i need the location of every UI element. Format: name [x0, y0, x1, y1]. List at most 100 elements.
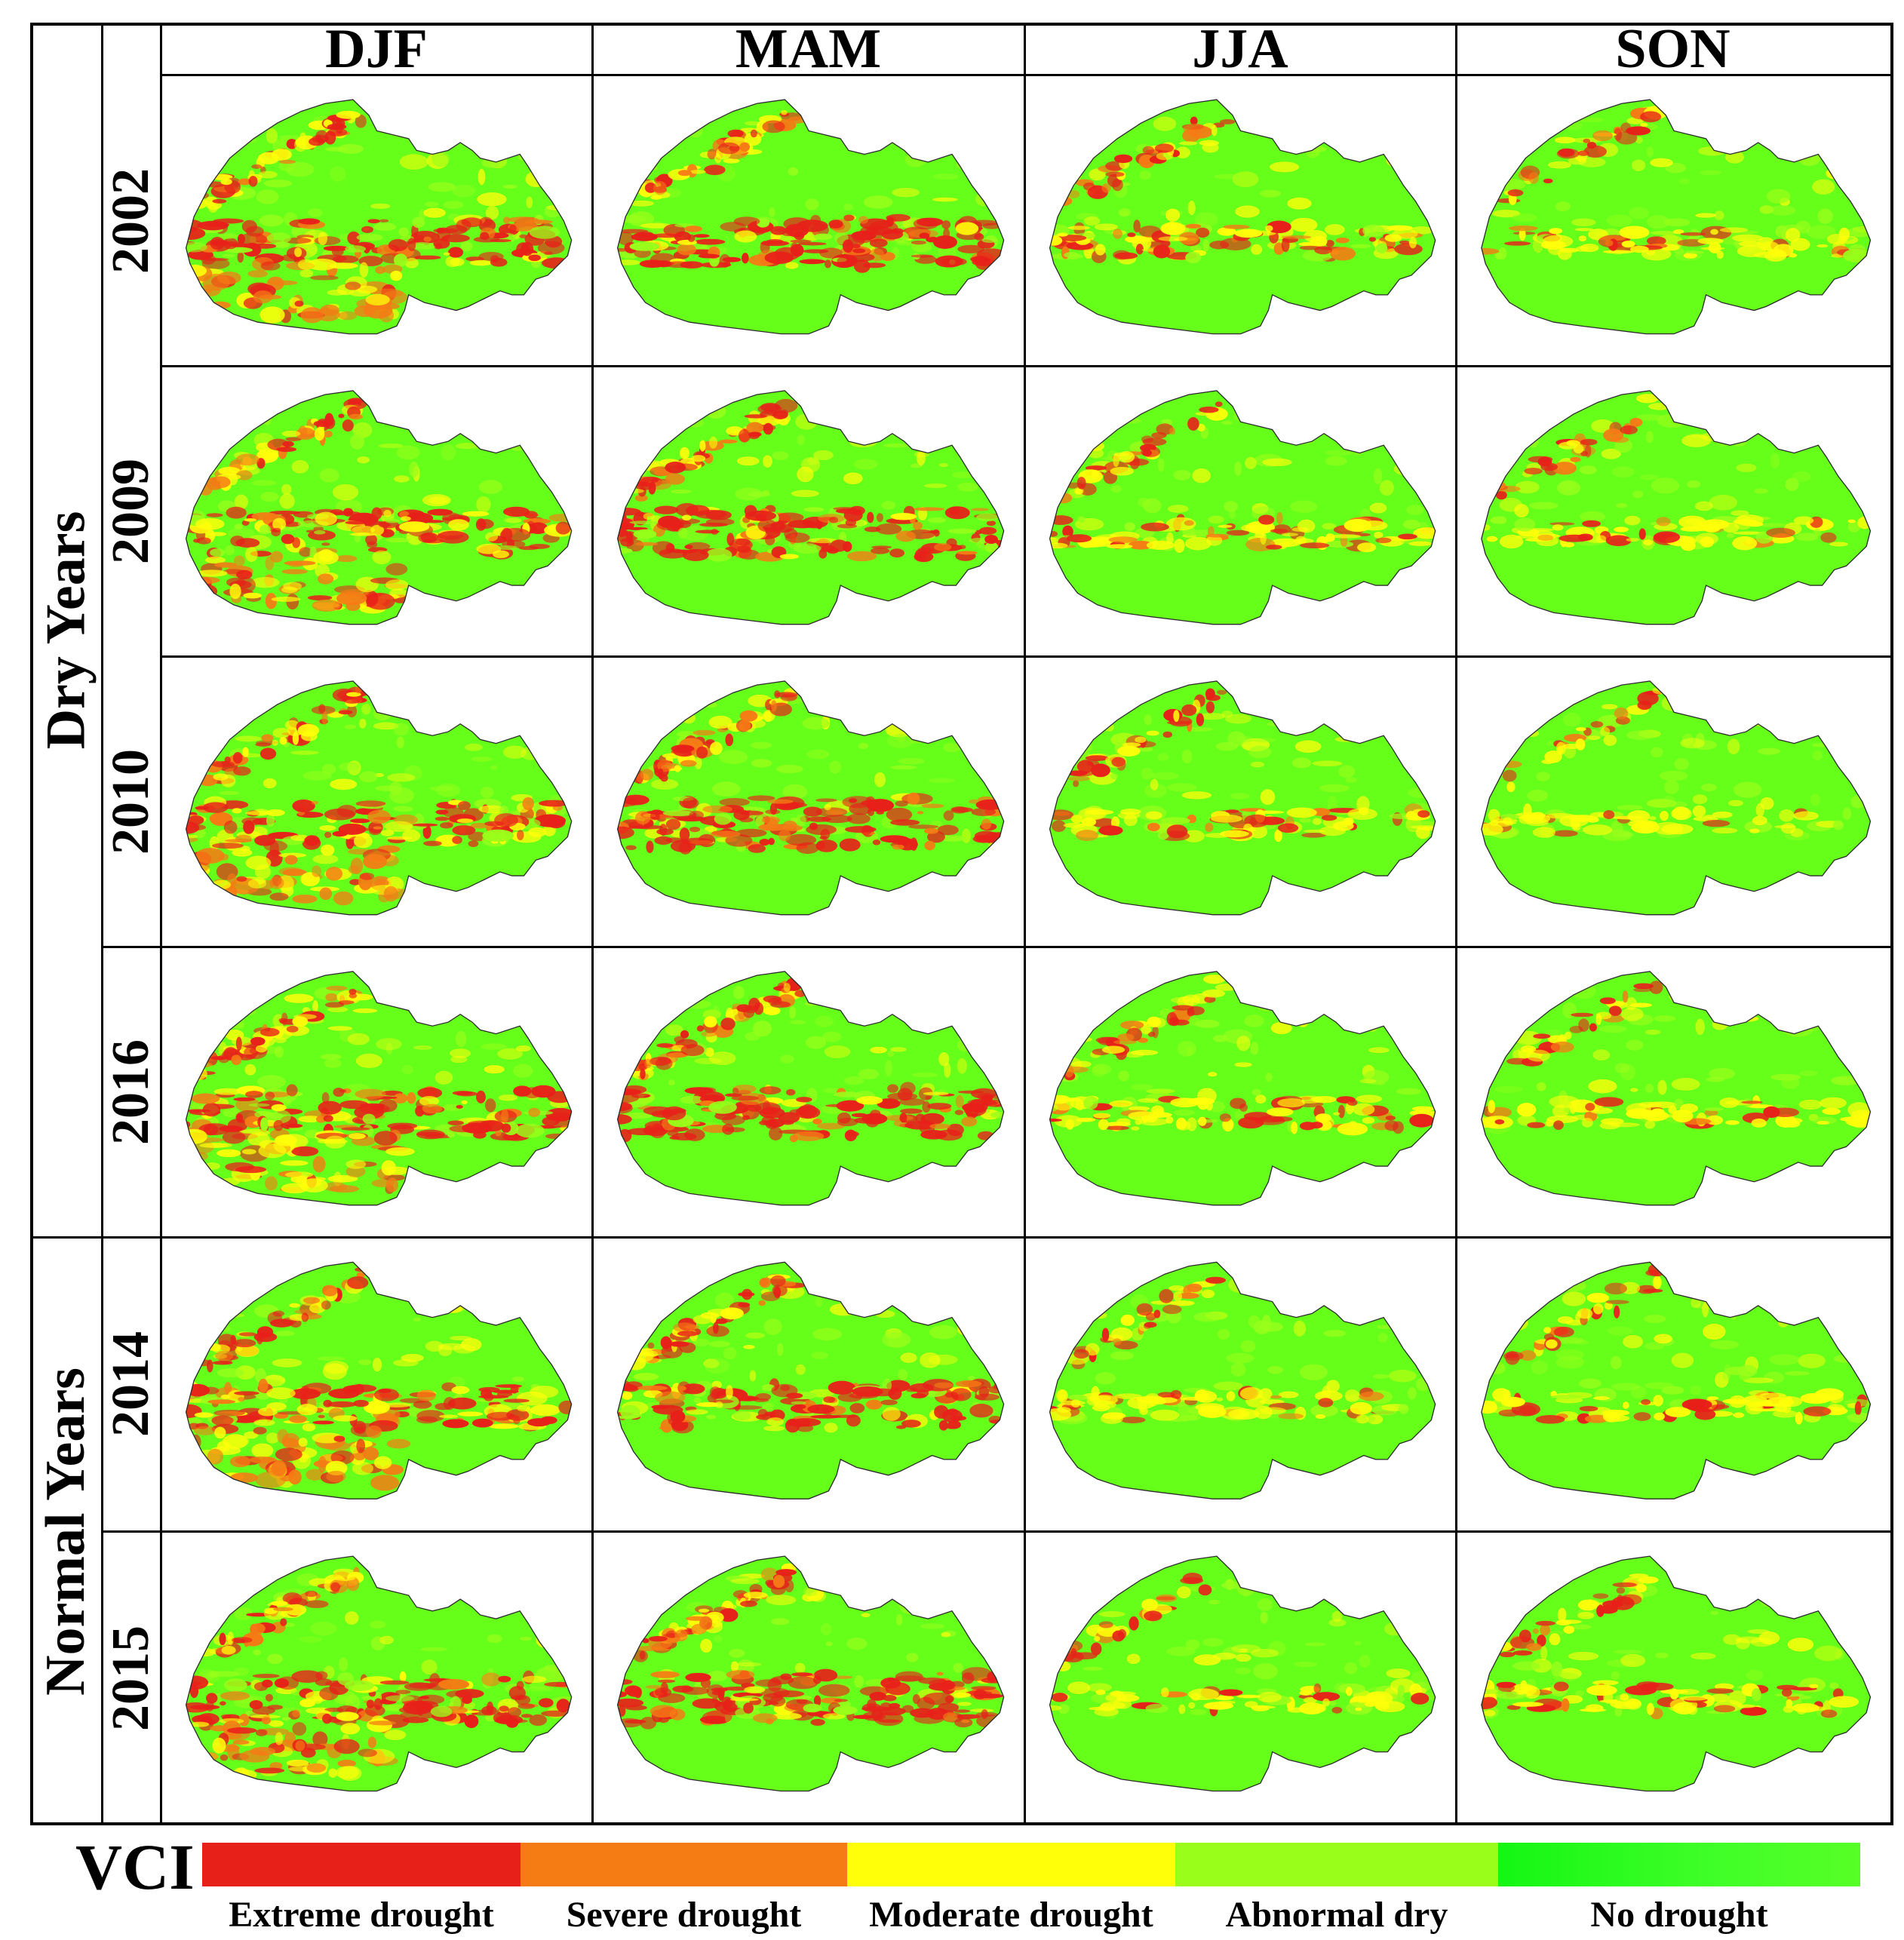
vci-map-2016-son — [1457, 948, 1890, 1236]
drought-patches — [1481, 1573, 1869, 1720]
season-header-mam: MAM — [735, 17, 882, 80]
vci-map-2009-mam — [594, 367, 1024, 655]
grid-line — [160, 74, 1893, 76]
year-label-2015: 2015 — [102, 1531, 161, 1825]
year-label-text: 2016 — [102, 1039, 160, 1145]
year-label-2010: 2010 — [102, 656, 161, 947]
grid-line — [160, 655, 1893, 658]
vci-map-2002-jja — [1026, 76, 1455, 365]
country-outline — [1481, 99, 1872, 335]
land-area — [617, 100, 1004, 334]
vci-map-2015-son — [1457, 1533, 1890, 1822]
legend-label-extreme-drought: Extreme drought — [229, 1894, 494, 1935]
country-outline — [616, 1555, 1005, 1792]
country-outline — [185, 390, 573, 625]
vci-map-2010-djf — [162, 658, 591, 946]
legend-title: VCI — [75, 1831, 195, 1903]
drought-patches — [186, 686, 572, 906]
vci-map-2010-son — [1457, 658, 1890, 946]
vci-map-2010-mam — [594, 658, 1024, 946]
grid-line — [30, 1236, 1893, 1239]
grid-line — [30, 23, 1893, 26]
land-area — [1481, 1556, 1871, 1791]
country-outline — [185, 1555, 573, 1792]
grid-line — [1455, 23, 1457, 1825]
vci-map-2014-mam — [594, 1239, 1024, 1530]
country-outline — [1049, 971, 1436, 1206]
drought-patches — [186, 985, 572, 1195]
year-label-text: 2002 — [102, 167, 160, 274]
group-label-normal-years: Normal Years — [30, 1237, 102, 1825]
drought-patches — [1049, 1276, 1431, 1425]
season-header-son: SON — [1615, 17, 1730, 80]
year-label-2002: 2002 — [102, 75, 161, 366]
country-outline — [1049, 390, 1436, 625]
season-header-djf: DJF — [325, 17, 428, 80]
legend-label-abnormal-dry: Abnormal dry — [1225, 1894, 1448, 1935]
drought-patches — [186, 1267, 572, 1491]
land-area — [1481, 1262, 1871, 1500]
grid-line — [101, 23, 103, 1825]
season-header-jja: JJA — [1192, 17, 1288, 80]
vci-map-2015-jja — [1026, 1533, 1455, 1822]
vci-map-2010-jja — [1026, 658, 1455, 946]
country-outline — [185, 1261, 573, 1500]
country-outline — [616, 971, 1005, 1206]
year-label-2009: 2009 — [102, 366, 161, 656]
country-outline — [1049, 1261, 1436, 1500]
group-label-dry-text: Dry Years — [35, 511, 97, 749]
legend-swatch-abnormal-dry — [1175, 1843, 1498, 1886]
grid-line — [30, 1822, 1893, 1825]
country-outline — [185, 680, 573, 916]
vci-map-2016-djf — [162, 948, 591, 1236]
legend-label-moderate-drought: Moderate drought — [869, 1894, 1153, 1935]
group-label-dry-years: Dry Years — [30, 23, 102, 1237]
country-outline — [1049, 99, 1436, 335]
vci-map-2014-djf — [162, 1239, 591, 1530]
country-outline — [1481, 390, 1872, 625]
drought-patches — [186, 110, 572, 324]
drought-patches — [1481, 106, 1871, 262]
drought-patches — [1049, 401, 1436, 553]
land-area — [1049, 971, 1436, 1205]
country-outline — [616, 390, 1005, 625]
grid-line — [1024, 23, 1026, 1825]
grid-line — [30, 23, 33, 1825]
vci-map-2015-mam — [594, 1533, 1024, 1822]
country-outline — [1481, 1555, 1872, 1792]
vci-map-2014-son — [1457, 1239, 1890, 1530]
vci-map-2002-djf — [162, 76, 591, 365]
country-outline — [185, 99, 573, 335]
country-outline — [616, 1261, 1005, 1500]
vci-map-2015-djf — [162, 1533, 591, 1822]
country-outline — [616, 680, 1005, 916]
legend-label-no-drought: No drought — [1590, 1894, 1768, 1935]
legend-swatch-moderate-drought — [847, 1843, 1175, 1886]
vci-map-2002-mam — [594, 76, 1024, 365]
vci-map-2014-jja — [1026, 1239, 1455, 1530]
grid-line — [101, 1530, 1893, 1533]
year-label-2016: 2016 — [102, 947, 161, 1237]
vci-map-2009-djf — [162, 367, 591, 655]
legend-swatch-severe-drought — [521, 1843, 847, 1886]
land-area — [1481, 100, 1871, 334]
land-area — [1049, 1262, 1436, 1500]
land-area — [617, 680, 1004, 915]
legend-label-severe-drought: Severe drought — [566, 1894, 802, 1935]
legend-swatch-extreme-drought — [202, 1843, 521, 1886]
grid-line — [591, 23, 594, 1825]
year-label-text: 2010 — [102, 748, 160, 855]
grid-line — [160, 365, 1893, 367]
vci-map-2002-son — [1457, 76, 1890, 365]
country-outline — [1481, 971, 1872, 1206]
year-label-text: 2009 — [102, 458, 160, 564]
drought-patches — [1049, 115, 1436, 265]
vci-map-2016-jja — [1026, 948, 1455, 1236]
vci-map-2016-mam — [594, 948, 1024, 1236]
group-label-normal-text: Normal Years — [35, 1367, 97, 1696]
year-label-text: 2014 — [102, 1331, 160, 1437]
year-label-text: 2015 — [102, 1625, 160, 1731]
year-label-2014: 2014 — [102, 1237, 161, 1531]
vci-map-2009-son — [1457, 367, 1890, 655]
country-outline — [616, 99, 1005, 335]
